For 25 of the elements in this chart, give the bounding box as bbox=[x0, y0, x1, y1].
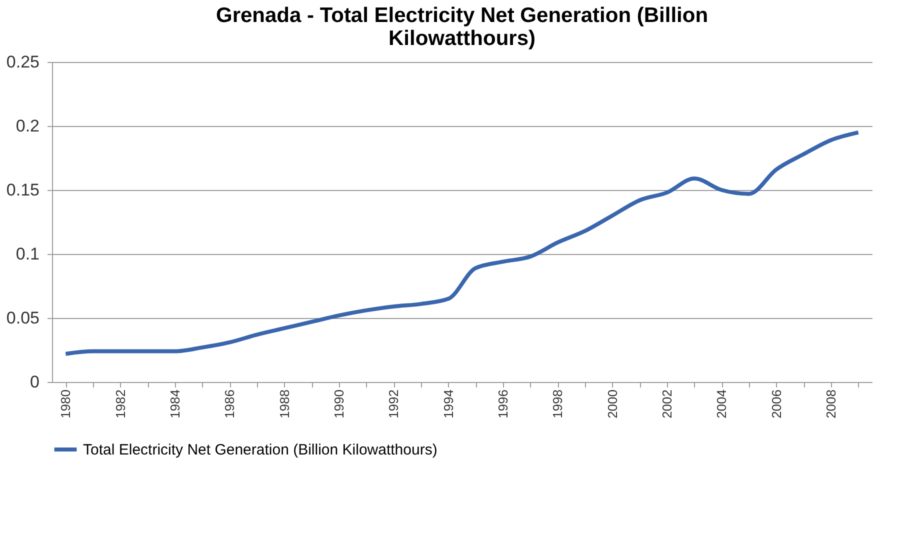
x-tick-label: 1990 bbox=[332, 390, 346, 418]
y-tick-label: 0.1 bbox=[16, 244, 40, 264]
y-tick-label: 0 bbox=[30, 372, 40, 392]
x-tick-label: 1984 bbox=[168, 390, 182, 418]
x-tick-label: 1998 bbox=[550, 390, 566, 418]
x-tick-label: 2002 bbox=[660, 390, 674, 418]
y-tick-label: 0.2 bbox=[16, 116, 40, 136]
x-tick-label: 2006 bbox=[768, 390, 784, 418]
y-tick-label: 0.25 bbox=[6, 52, 40, 72]
x-tick-label: 2008 bbox=[824, 390, 838, 418]
x-tick-label: 1988 bbox=[276, 390, 292, 418]
y-tick-label: 0.05 bbox=[6, 308, 40, 328]
text: Grenada - Total Electricity Net Generation (Billion bbox=[216, 4, 708, 27]
text: Kilowatthours) bbox=[388, 27, 536, 50]
x-tick-label: 1996 bbox=[496, 390, 510, 418]
x-tick-label: 1992 bbox=[386, 390, 402, 418]
y-tick-label: 0.15 bbox=[6, 180, 40, 200]
x-tick-label: 1982 bbox=[112, 390, 128, 418]
x-tick-label: 2004 bbox=[714, 390, 730, 418]
line-series bbox=[64, 130, 860, 356]
x-tick-label: 1994 bbox=[440, 390, 456, 418]
x-tick-label: 1980 bbox=[58, 390, 74, 418]
x-tick-label: 1986 bbox=[222, 390, 238, 418]
legend-label: Total Electricity Net Generation (Billion Kilowatthours) bbox=[83, 442, 438, 458]
x-tick-label: 2000 bbox=[604, 390, 620, 418]
